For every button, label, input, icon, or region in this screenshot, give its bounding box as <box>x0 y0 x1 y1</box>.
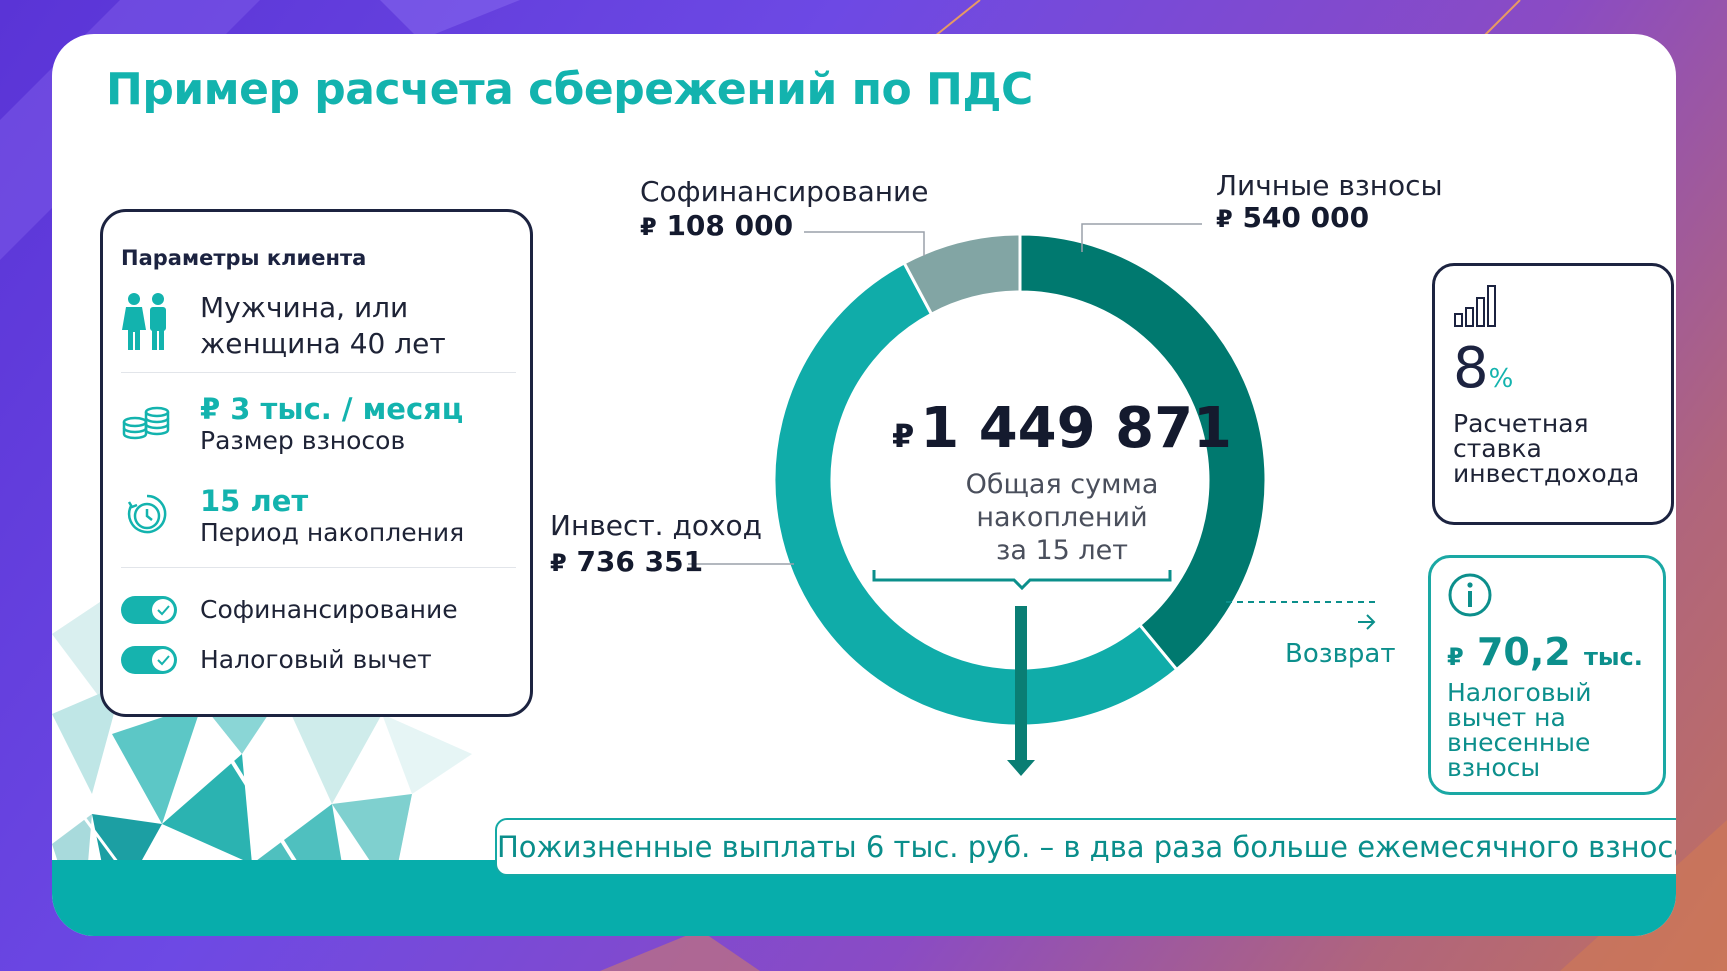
total-caption: Общая сумма накоплений за 15 лет <box>965 469 1159 566</box>
clock-icon <box>127 494 167 534</box>
params-title: Параметры клиента <box>121 246 367 270</box>
check-icon <box>152 599 174 621</box>
arrow-right-icon <box>1358 614 1376 630</box>
check-icon <box>152 649 174 671</box>
savings-donut-chart <box>688 223 1376 776</box>
client-row: Мужчина, или женщина 40 лет <box>121 290 516 360</box>
period-value: 15 лет <box>200 484 309 518</box>
contribution-label: Размер взносов <box>200 426 406 455</box>
infographic-card: Пример расчета сбережений по ПДС Парамет… <box>52 34 1676 936</box>
arrow-shaft <box>1015 606 1027 762</box>
contribution-row: ₽ 3 тыс. / месяц Размер взносов <box>121 392 516 462</box>
arrow-down-icon <box>1007 760 1035 776</box>
tax-deduction-box: ₽ 70,2 тыс. Налоговый вычет на внесенные… <box>1428 555 1666 795</box>
investment-rate-box: 8% Расчетная ставка инвестдохода <box>1432 263 1674 525</box>
label-personal-value: ₽ 540 000 <box>1216 201 1370 234</box>
label-invest-value: ₽ 736 351 <box>550 545 704 578</box>
people-icon <box>122 293 166 350</box>
label-personal-name: Личные взносы <box>1216 169 1443 202</box>
toggle-label: Налоговый вычет <box>200 645 432 674</box>
slice-cofinancing <box>902 232 1022 317</box>
period-row: 15 лет Период накопления <box>121 484 516 554</box>
toggle-switch[interactable] <box>121 646 177 674</box>
tax-value: ₽ 70,2 тыс. <box>1447 630 1643 674</box>
bar-chart-icon <box>1454 285 1496 327</box>
info-icon <box>1448 573 1492 617</box>
page-title: Пример расчета сбережений по ПДС <box>106 64 1033 115</box>
contribution-value: ₽ 3 тыс. / месяц <box>200 392 464 426</box>
slice-investment-income <box>772 260 1179 728</box>
slice-personal-contributions <box>1018 232 1268 672</box>
client-line-2: женщина 40 лет <box>200 327 446 360</box>
toggle-switch[interactable] <box>121 596 177 624</box>
coins-icon <box>122 406 170 440</box>
label-invest-name: Инвест. доход <box>550 509 763 542</box>
divider <box>121 567 516 568</box>
rate-caption: Расчетная ставка инвестдохода <box>1453 409 1640 488</box>
leader-line-personal <box>1081 223 1202 252</box>
client-parameters-panel: Параметры клиента Мужчина, или женщина 4… <box>100 209 533 717</box>
label-cofinancing-value: ₽ 108 000 <box>640 209 794 242</box>
period-label: Период накопления <box>200 518 465 547</box>
toggle-cofinancing[interactable]: Софинансирование <box>121 594 516 626</box>
label-cofinancing-name: Софинансирование <box>640 175 929 208</box>
tax-caption: Налоговый вычет на внесенные взносы <box>1447 678 1592 782</box>
client-line-1: Мужчина, или <box>200 291 409 324</box>
toggle-label: Софинансирование <box>200 595 458 624</box>
bracket <box>872 570 1172 591</box>
rate-value: 8% <box>1453 336 1514 401</box>
leader-line-cofinancing <box>804 231 925 256</box>
lifetime-payments-note: Пожизненные выплаты 6 тыс. руб. – в два … <box>495 818 1676 876</box>
divider <box>121 372 516 373</box>
total-amount: ₽1 449 871 <box>891 396 1232 461</box>
toggle-tax-deduction[interactable]: Налоговый вычет <box>121 644 516 676</box>
return-label: Возврат <box>1285 639 1396 669</box>
